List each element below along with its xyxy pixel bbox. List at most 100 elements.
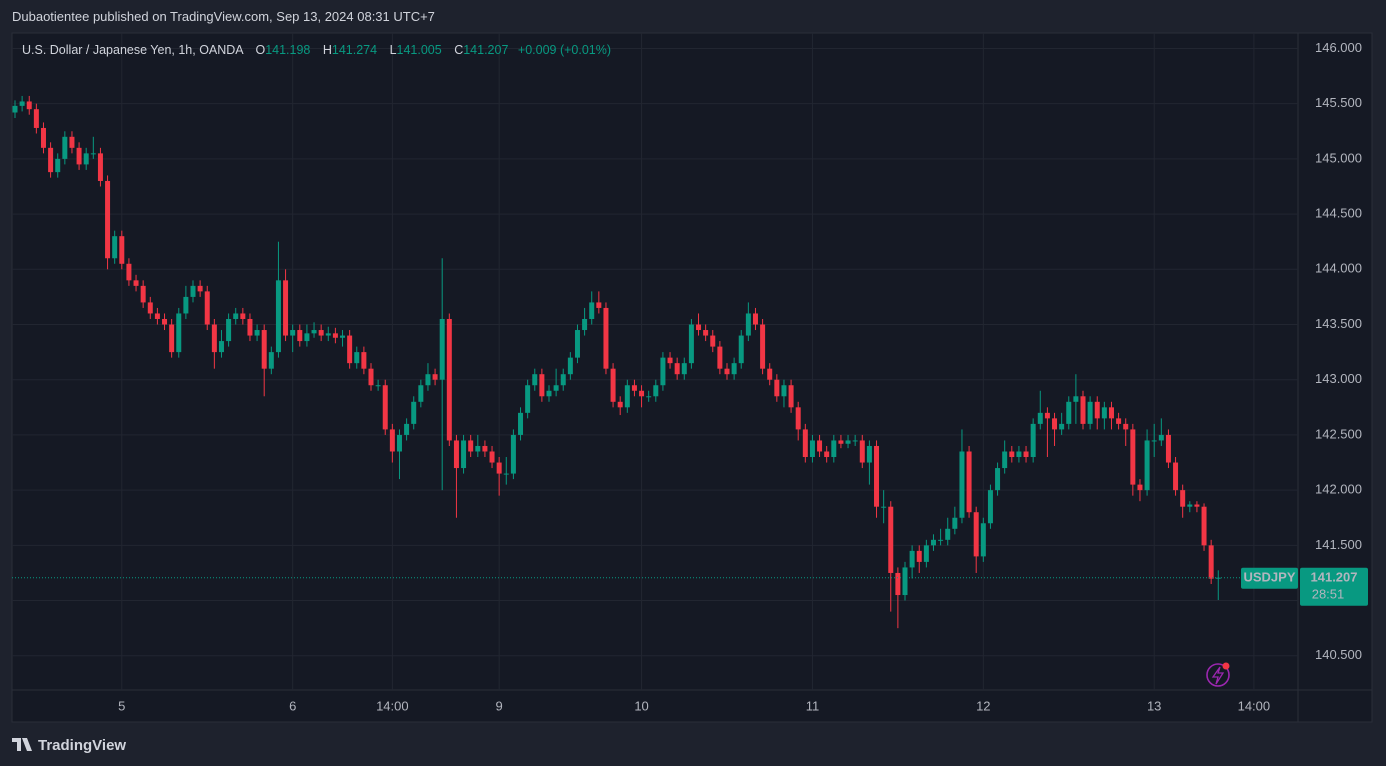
candle-body [603, 307, 609, 369]
candle-body [33, 109, 39, 128]
candle-body [62, 136, 68, 159]
candle-body [254, 330, 260, 336]
candle-body [1087, 401, 1093, 424]
candle-body [1165, 434, 1171, 463]
candle-body [1187, 504, 1193, 507]
y-tick-label: 144.500 [1315, 206, 1362, 221]
x-tick-label: 14:00 [1238, 698, 1271, 713]
candle-body [767, 368, 773, 380]
y-tick-label: 143.000 [1315, 371, 1362, 386]
legend-value: 141.274 [331, 43, 378, 57]
candle-body [1002, 451, 1008, 469]
candle-body [1130, 429, 1136, 485]
candle-body [952, 517, 958, 529]
candle-body [83, 153, 89, 165]
candle-body [1201, 506, 1207, 546]
y-tick-label: 142.500 [1315, 426, 1362, 441]
candle-body [1059, 423, 1065, 430]
candle-body [1144, 440, 1150, 491]
candle-body [503, 473, 509, 475]
x-tick-label: 11 [806, 698, 820, 713]
y-tick-label: 145.500 [1315, 95, 1362, 110]
candle-body [852, 440, 858, 442]
candle-body [631, 385, 637, 391]
candle-body [489, 451, 495, 463]
candle-body [496, 462, 502, 474]
candle-body [724, 368, 730, 375]
candle-body [112, 236, 118, 259]
tv-logo-dot [23, 738, 27, 742]
candle-body [325, 333, 331, 336]
candle-body [1052, 418, 1058, 430]
candle-body [453, 440, 459, 469]
candle-body [959, 451, 965, 518]
candle-body [26, 101, 32, 110]
candle-body [567, 357, 573, 375]
candle-body [518, 412, 524, 435]
candle-body [1151, 440, 1157, 442]
y-tick-label: 142.000 [1315, 482, 1362, 497]
candle-body [646, 396, 652, 398]
candle-body [731, 363, 737, 375]
candle-body [596, 302, 602, 308]
candle-body [382, 385, 388, 430]
alert-dot [1222, 662, 1230, 670]
candle-body [752, 313, 758, 325]
candle-body [1137, 484, 1143, 491]
candle-body [105, 180, 111, 259]
legend-value: 141.005 [396, 43, 442, 57]
candle-body [639, 390, 645, 397]
candle-body [617, 401, 623, 408]
legend-value: 141.207 [463, 43, 509, 57]
candle-body [311, 330, 317, 334]
candle-body [147, 302, 153, 314]
candle-body [197, 285, 203, 292]
candle-body [546, 390, 552, 397]
candle-body [297, 330, 303, 342]
candle-body [710, 335, 716, 347]
candle-body [154, 313, 160, 319]
candle-body [667, 357, 673, 364]
candle-body [1023, 451, 1029, 458]
candle-body [1173, 462, 1179, 491]
legend-title: U.S. Dollar / Japanese Yen, 1h, OANDA [22, 43, 243, 57]
symbol-badge [1241, 567, 1298, 589]
candle-body [560, 374, 566, 386]
candle-body [930, 539, 936, 546]
price-label: 141.207 [1311, 570, 1358, 585]
candle-body [532, 374, 538, 386]
y-tick-label: 144.000 [1315, 261, 1362, 276]
candle-body [987, 490, 993, 524]
candle-body [845, 440, 851, 444]
candle-body [916, 550, 922, 562]
candle-body [340, 335, 346, 338]
x-tick-label: 12 [976, 698, 990, 713]
candle-body [1123, 423, 1129, 430]
candle-body [140, 285, 146, 303]
candle-body [268, 352, 274, 369]
candle-body [688, 324, 694, 364]
candle-body [418, 385, 424, 402]
candle-body [446, 318, 452, 441]
candle-body [938, 539, 944, 541]
candle-body [240, 313, 246, 319]
candle-body [980, 523, 986, 557]
candle-body [1158, 434, 1164, 441]
price-badge [1300, 567, 1368, 606]
y-tick-label: 143.500 [1315, 316, 1362, 331]
alert-icon[interactable] [1206, 662, 1230, 687]
candle-body [895, 572, 901, 596]
candle-body [411, 401, 417, 424]
candle-body [361, 352, 367, 369]
candle-body [1030, 423, 1036, 458]
candle-body [482, 445, 488, 452]
candle-body [909, 550, 915, 568]
symbol-label: USDJPY [1243, 570, 1295, 585]
candle-body [12, 105, 18, 113]
candle-body [304, 333, 310, 342]
candle-body [795, 407, 801, 430]
legend-change: +0.009 (+0.01%) [517, 43, 612, 57]
candle-body [653, 385, 659, 397]
candle-body [888, 506, 894, 573]
candle-body [275, 280, 281, 353]
